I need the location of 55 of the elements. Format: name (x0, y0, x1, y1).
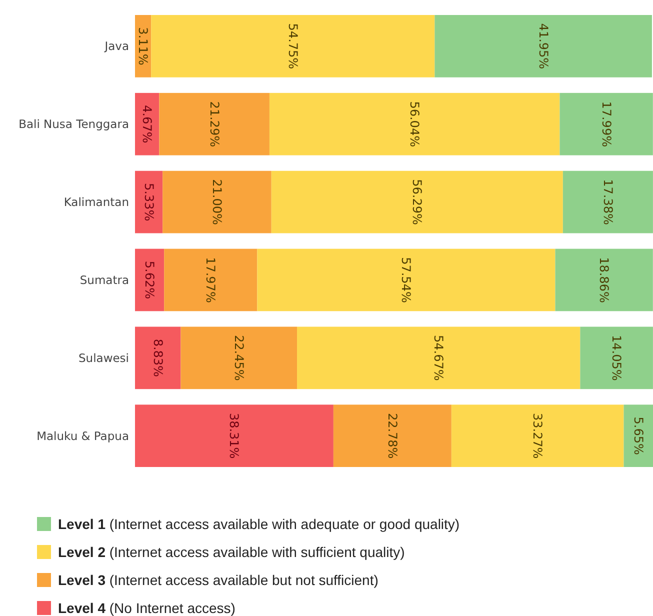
y-tick-label: Kalimantan (64, 195, 129, 210)
data-label: 57.54% (399, 257, 414, 303)
bar (135, 326, 181, 390)
legend-label: Level 2 (Internet access available with sufficient quality) (58, 544, 405, 560)
data-label: 22.78% (385, 412, 400, 459)
data-label: 5.33% (142, 182, 156, 222)
data-label: 5.62% (142, 260, 157, 300)
data-label: 38.31% (227, 412, 242, 459)
bar (580, 326, 653, 390)
bar (555, 248, 653, 312)
bar (151, 15, 435, 78)
bar (434, 15, 652, 78)
data-label: 54.67% (432, 335, 446, 381)
bar (271, 170, 563, 234)
data-label: 41.95% (536, 23, 550, 70)
y-tick-label: Sulawesi (78, 350, 129, 365)
bar (257, 248, 556, 312)
data-label: 18.86% (597, 257, 612, 303)
bar (162, 170, 272, 234)
data-label: 4.67% (140, 105, 154, 144)
y-tick-label: Sumatra (80, 272, 129, 287)
bar (159, 92, 270, 156)
data-label: 17.97% (204, 257, 218, 303)
bar (562, 170, 653, 234)
data-label: 54.75% (286, 23, 300, 70)
data-label: 17.38% (600, 179, 615, 225)
bar (269, 92, 560, 156)
bar (180, 326, 298, 390)
data-label: 5.65% (631, 416, 646, 455)
bar (451, 404, 624, 467)
bar (333, 404, 452, 467)
data-label: 21.00% (210, 179, 224, 225)
data-label: 17.99% (599, 101, 614, 147)
bar (624, 404, 653, 467)
data-label: 56.29% (410, 179, 424, 225)
bar (135, 92, 160, 156)
bar (135, 404, 334, 467)
y-tick-label: Java (104, 39, 129, 54)
legend-label: Level 1 (Internet access available with adequate or good quality) (58, 516, 460, 532)
data-label: 21.29% (207, 101, 222, 147)
data-label: 22.45% (232, 335, 246, 381)
y-tick-label: Bali Nusa Tenggara (18, 117, 129, 132)
y-tick-label: Maluku & Papua (36, 428, 129, 443)
bar (135, 170, 163, 234)
legend-label: Level 4 (No Internet access) (58, 600, 236, 616)
legend-label: Level 3 (Internet access available but not sufficient) (58, 572, 378, 588)
data-label: 8.83% (150, 338, 165, 377)
bar (560, 92, 653, 156)
data-label: 3.11% (136, 27, 150, 66)
data-label: 14.05% (610, 335, 624, 381)
bar (164, 248, 258, 312)
data-label: 56.04% (408, 101, 422, 147)
bar (135, 248, 164, 312)
data-label: 33.27% (530, 412, 545, 459)
bar (297, 326, 580, 390)
